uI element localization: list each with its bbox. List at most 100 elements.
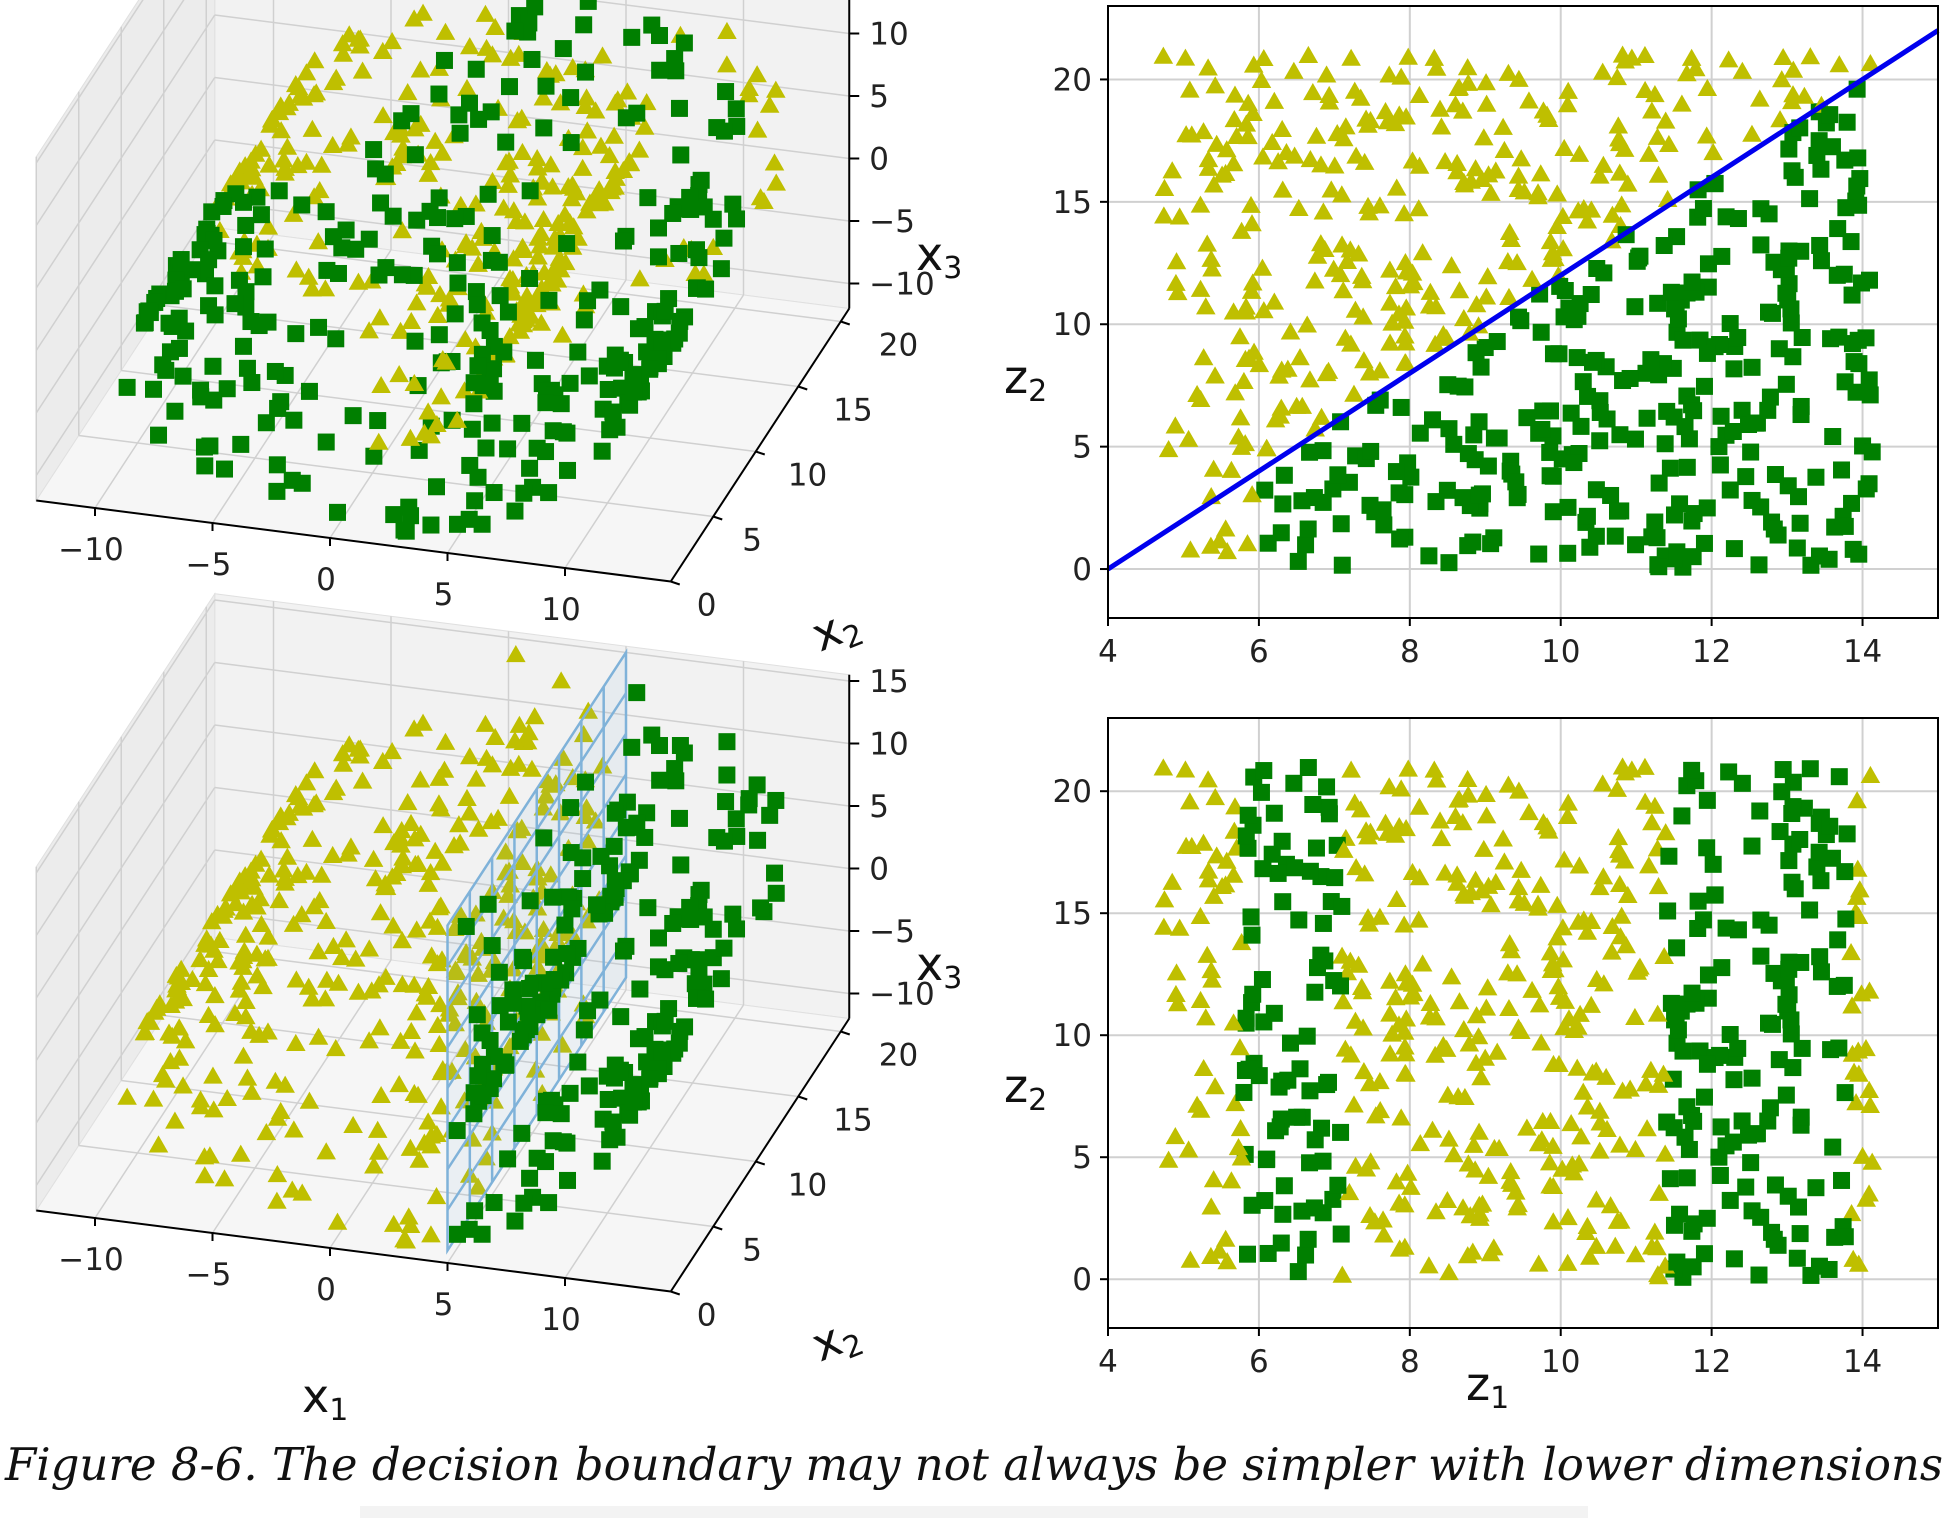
square-point <box>429 209 447 227</box>
triangle-point <box>500 48 521 66</box>
square-point <box>1244 985 1262 1003</box>
square-point <box>1237 827 1255 845</box>
triangle-point <box>241 869 262 887</box>
square-point <box>695 908 713 926</box>
square-point <box>617 819 635 837</box>
square-point <box>1662 994 1680 1012</box>
square-point <box>283 471 301 489</box>
square-point <box>1699 255 1717 273</box>
triangle-point <box>1202 970 1222 988</box>
triangle-point <box>527 158 548 176</box>
triangle-point <box>1465 159 1486 177</box>
square-point <box>344 407 362 425</box>
square-point <box>671 312 689 330</box>
triangle-point <box>271 831 291 849</box>
triangle-point <box>418 874 439 892</box>
triangle-point <box>1230 1038 1250 1056</box>
triangle-point <box>1564 1163 1584 1181</box>
square-point <box>672 856 690 874</box>
triangle-point <box>1209 1241 1230 1259</box>
square-point <box>1288 1108 1306 1126</box>
square-point <box>724 195 742 213</box>
square-point <box>1649 294 1667 312</box>
square-point <box>617 109 635 127</box>
triangle-point <box>1409 797 1430 815</box>
triangle-point <box>1543 1136 1563 1154</box>
square-point <box>558 235 576 253</box>
square-point <box>651 61 669 79</box>
triangle-point <box>1394 915 1414 933</box>
square-point <box>256 240 274 258</box>
triangle-point <box>1844 1062 1864 1080</box>
triangle-point <box>1339 1182 1360 1201</box>
triangle-point <box>1441 256 1462 274</box>
square-point <box>1674 331 1692 349</box>
triangle-point <box>311 865 332 883</box>
square-point <box>457 917 475 935</box>
square-point <box>715 229 733 247</box>
triangle-point <box>368 1142 389 1160</box>
triangle-point <box>1558 81 1578 99</box>
square-point <box>1751 802 1769 820</box>
square-point <box>1274 1205 1292 1223</box>
triangle-point <box>1344 384 1364 402</box>
x2-tick-label: 20 <box>879 1038 918 1074</box>
triangle-point <box>1193 122 1214 140</box>
triangle-point <box>1425 334 1445 352</box>
triangle-point <box>1466 1053 1486 1071</box>
triangle-point <box>498 175 518 193</box>
square-point <box>465 1084 483 1102</box>
square-point <box>1655 237 1673 255</box>
triangle-point <box>1426 58 1447 76</box>
triangle-point <box>1600 1196 1621 1214</box>
square-point <box>1650 474 1668 492</box>
triangle-point <box>1605 1236 1626 1254</box>
triangle-point <box>1165 1126 1186 1145</box>
triangle-point <box>1166 273 1186 291</box>
triangle-point <box>1354 152 1375 170</box>
triangle-point <box>586 185 607 203</box>
triangle-point <box>1395 1044 1416 1062</box>
triangle-point <box>1175 48 1196 66</box>
triangle-point <box>1395 1063 1415 1082</box>
triangle-point <box>389 364 409 383</box>
square-point <box>1440 554 1458 572</box>
triangle-point <box>1697 78 1718 96</box>
square-point <box>1698 344 1716 362</box>
triangle-point <box>1300 370 1320 388</box>
square-point <box>451 124 469 142</box>
triangle-point <box>304 795 324 813</box>
y-tick-label: 0 <box>1072 552 1092 588</box>
square-point <box>650 219 668 237</box>
x1-tick-label: −5 <box>186 1257 232 1293</box>
x3-tick-label: 15 <box>869 664 908 700</box>
square-point <box>1836 373 1854 391</box>
triangle-point <box>1499 222 1520 240</box>
square-point <box>1314 442 1332 460</box>
triangle-point <box>204 940 224 958</box>
square-point <box>287 325 305 343</box>
triangle-point <box>317 970 337 988</box>
triangle-point <box>166 980 186 998</box>
square-point <box>1274 495 1292 513</box>
triangle-point <box>203 1066 223 1084</box>
square-point <box>1306 983 1324 1001</box>
square-point <box>473 314 491 332</box>
square-point <box>1801 190 1819 208</box>
square-point <box>1252 783 1270 801</box>
triangle-point <box>267 1108 288 1126</box>
triangle-point <box>1410 1134 1431 1152</box>
triangle-point <box>143 1089 164 1107</box>
triangle-point <box>1476 998 1497 1016</box>
square-point <box>506 1212 524 1230</box>
square-point <box>1849 331 1867 349</box>
triangle-point <box>550 93 571 111</box>
triangle-point <box>1230 408 1251 426</box>
triangle-point <box>1696 126 1717 144</box>
triangle-point <box>512 142 533 160</box>
triangle-point <box>205 1015 225 1033</box>
square-point <box>1602 486 1620 504</box>
square-point <box>1784 348 1802 366</box>
triangle-point <box>1412 954 1433 972</box>
square-point <box>749 831 767 849</box>
